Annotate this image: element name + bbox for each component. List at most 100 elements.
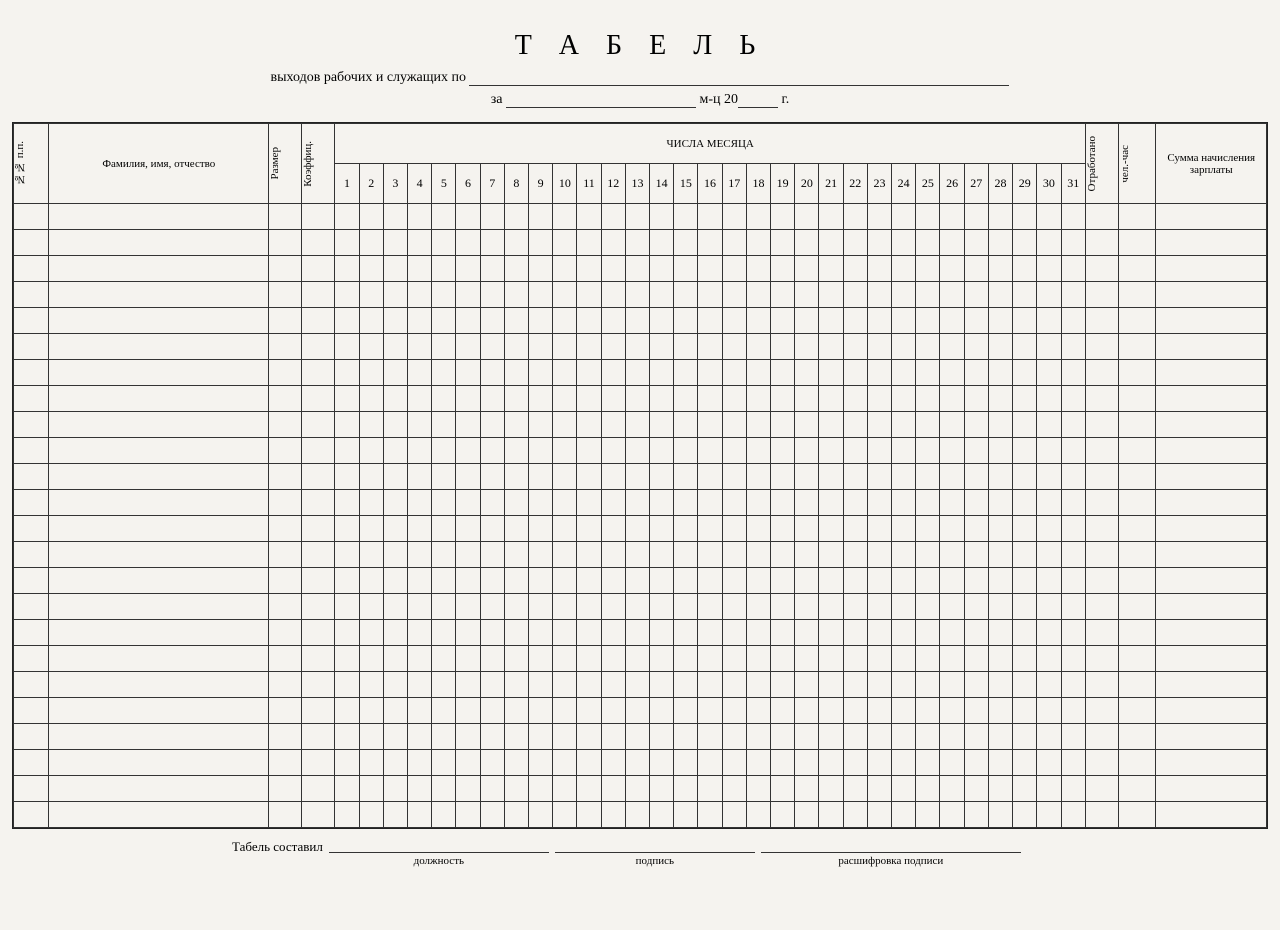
cell xyxy=(383,464,407,490)
cell xyxy=(867,568,891,594)
cell xyxy=(819,516,843,542)
col-razmer: Размер xyxy=(269,124,302,204)
cell xyxy=(650,516,674,542)
cell xyxy=(432,672,456,698)
cell xyxy=(408,724,432,750)
col-days-group: ЧИСЛА МЕСЯЦА xyxy=(335,124,1086,164)
cell xyxy=(843,308,867,334)
cell xyxy=(867,516,891,542)
cell xyxy=(14,334,49,360)
cell xyxy=(480,230,504,256)
cell xyxy=(335,204,359,230)
cell xyxy=(988,412,1012,438)
cell xyxy=(795,802,819,828)
cell xyxy=(916,542,940,568)
cell xyxy=(916,490,940,516)
cell xyxy=(432,204,456,230)
col-hours-label: чел.-час xyxy=(1119,141,1131,187)
cell xyxy=(1061,646,1085,672)
cell xyxy=(456,438,480,464)
cell xyxy=(916,620,940,646)
day-header: 2 xyxy=(359,164,383,204)
cell xyxy=(1013,594,1037,620)
cell xyxy=(1037,490,1061,516)
cell xyxy=(625,438,649,464)
cell xyxy=(529,802,553,828)
cell xyxy=(302,308,335,334)
cell xyxy=(892,464,916,490)
cell xyxy=(1013,256,1037,282)
cell xyxy=(432,516,456,542)
col-nn-label: №№ п.п. xyxy=(14,137,26,189)
cell xyxy=(964,620,988,646)
cell xyxy=(674,334,698,360)
cell xyxy=(650,360,674,386)
cell xyxy=(302,386,335,412)
cell xyxy=(722,386,746,412)
cell xyxy=(383,204,407,230)
cell xyxy=(843,646,867,672)
cell xyxy=(359,464,383,490)
period-suffix: г. xyxy=(782,92,790,107)
cell xyxy=(771,360,795,386)
cell xyxy=(964,542,988,568)
cell xyxy=(1013,230,1037,256)
cell xyxy=(964,438,988,464)
cell xyxy=(674,230,698,256)
cell xyxy=(480,698,504,724)
cell xyxy=(771,490,795,516)
cell xyxy=(577,490,601,516)
day-header: 10 xyxy=(553,164,577,204)
cell xyxy=(892,282,916,308)
cell xyxy=(698,646,722,672)
cell xyxy=(674,776,698,802)
cell xyxy=(14,230,49,256)
cell xyxy=(14,204,49,230)
cell xyxy=(480,724,504,750)
cell xyxy=(1085,360,1118,386)
cell xyxy=(269,620,302,646)
cell xyxy=(819,490,843,516)
year-blank-line xyxy=(738,94,778,108)
cell xyxy=(553,334,577,360)
cell xyxy=(553,360,577,386)
cell xyxy=(940,256,964,282)
day-header: 11 xyxy=(577,164,601,204)
footer-position-line xyxy=(329,839,549,853)
cell xyxy=(819,724,843,750)
cell xyxy=(771,802,795,828)
cell xyxy=(1118,646,1155,672)
cell xyxy=(1037,282,1061,308)
cell xyxy=(698,750,722,776)
cell xyxy=(432,802,456,828)
cell xyxy=(867,282,891,308)
cell xyxy=(1061,750,1085,776)
timesheet-table-wrap: №№ п.п. Фамилия, имя, отчество Размер Ко… xyxy=(12,122,1268,829)
cell xyxy=(529,594,553,620)
cell xyxy=(819,646,843,672)
cell xyxy=(964,282,988,308)
cell xyxy=(408,776,432,802)
cell xyxy=(795,568,819,594)
footer-signature-slot: подпись xyxy=(555,839,755,867)
cell xyxy=(601,594,625,620)
cell xyxy=(988,672,1012,698)
cell xyxy=(49,698,269,724)
cell xyxy=(795,620,819,646)
cell xyxy=(553,724,577,750)
cell xyxy=(916,646,940,672)
cell xyxy=(504,646,528,672)
cell xyxy=(625,672,649,698)
cell xyxy=(722,516,746,542)
cell xyxy=(359,672,383,698)
cell xyxy=(269,464,302,490)
cell xyxy=(269,724,302,750)
cell xyxy=(1037,750,1061,776)
cell xyxy=(843,542,867,568)
cell xyxy=(1118,568,1155,594)
cell xyxy=(940,750,964,776)
cell xyxy=(795,204,819,230)
cell xyxy=(601,438,625,464)
cell xyxy=(940,802,964,828)
cell xyxy=(383,802,407,828)
